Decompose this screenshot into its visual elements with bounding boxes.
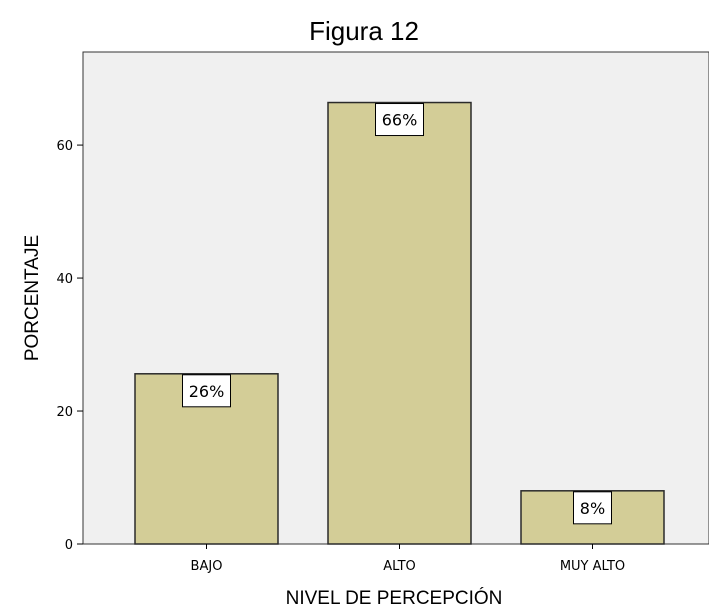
- chart-title: Figura 12: [309, 16, 419, 46]
- x-tick-label: ALTO: [383, 559, 416, 574]
- x-axis: BAJO ALTO MUY ALTO: [191, 544, 625, 574]
- y-axis: 0 20 40 60: [56, 139, 83, 553]
- y-axis-title: PORCENTAJE: [22, 235, 43, 361]
- data-labels: 26% 66% 8%: [182, 103, 612, 525]
- x-tick-label: BAJO: [191, 559, 223, 574]
- y-tick-label: 0: [65, 538, 73, 553]
- y-tick-label: 40: [56, 272, 73, 287]
- data-label: 66%: [382, 111, 418, 130]
- y-tick-label: 60: [56, 139, 73, 154]
- data-label: 8%: [580, 499, 605, 518]
- data-label: 26%: [189, 382, 225, 401]
- y-tick-label: 20: [56, 405, 73, 420]
- x-axis-title: NIVEL DE PERCEPCIÓN: [286, 587, 503, 609]
- data-label-box: [573, 491, 612, 525]
- x-tick-label: MUY ALTO: [560, 559, 625, 574]
- data-label-box: [182, 374, 231, 408]
- data-label-box: [375, 103, 424, 137]
- bar-alto: [327, 101, 472, 545]
